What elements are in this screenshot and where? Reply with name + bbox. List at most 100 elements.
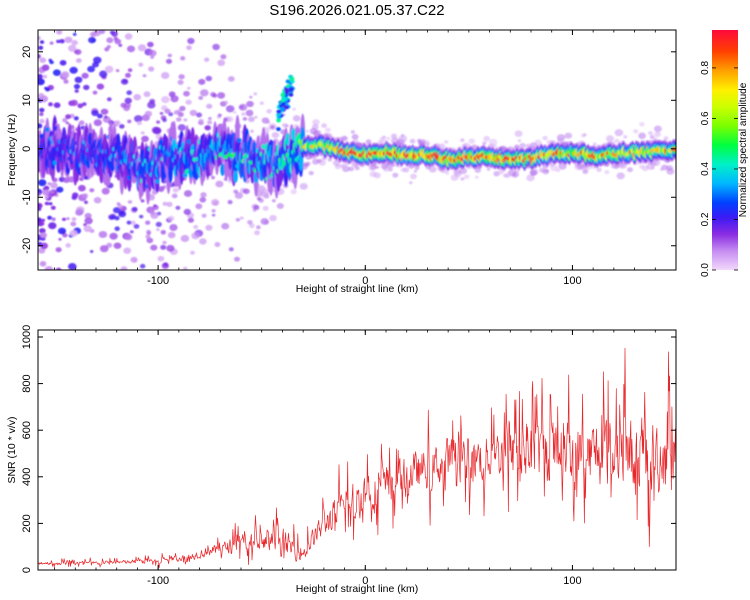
spectrogram-noise-blob (168, 91, 176, 98)
spectrogram-noise-blob (126, 90, 132, 95)
spectrogram-noise-blob (106, 37, 114, 44)
spectrogram-noise-blob (639, 164, 645, 170)
spectrogram-noise-blob (157, 186, 165, 193)
spectrogram-noise-blob (98, 231, 108, 238)
spectrogram-noise-blob (648, 131, 653, 136)
spectrogram-noise-blob (48, 102, 53, 107)
spectrogram-noise-blob (254, 115, 258, 119)
spectrogram-noise-blob (129, 230, 134, 234)
spectrogram-noise-blob (228, 247, 234, 252)
spectrogram-noise-blob (166, 201, 173, 207)
spectrogram-noise-blob (246, 100, 254, 108)
spectrogram-noise-blob (101, 187, 110, 195)
spectrogram-noise-blob (120, 102, 127, 108)
spectrogram-noise-blob (65, 121, 70, 125)
spectrogram-noise-blob (366, 139, 372, 144)
spectrogram-noise-blob (113, 242, 122, 249)
spectrogram-noise-blob (614, 129, 624, 137)
spectrogram-noise-blob (38, 45, 44, 50)
spectrogram-noise-blob (57, 227, 67, 235)
spectrogram-ridge-cell (237, 137, 242, 143)
spectrogram-noise-blob (145, 234, 151, 239)
spectrogram-noise-blob (133, 94, 141, 101)
spectrogram-noise-blob (319, 153, 323, 157)
spectrogram-noise-blob (124, 33, 133, 40)
spectrogram-noise-blob (616, 172, 625, 180)
spectrogram-noise-blob (514, 130, 523, 137)
spectrogram-noise-blob (260, 218, 269, 225)
spectrogram-noise-blob (526, 174, 535, 182)
spectrogram-noise-blob (175, 205, 181, 210)
spectrogram-noise-blob (413, 169, 418, 173)
spectrogram-noise-blob (38, 73, 43, 80)
spectrogram-ridge-cell (291, 128, 296, 141)
spectrogram-noise-blob (198, 118, 204, 124)
spectrogram-noise-blob (120, 266, 128, 270)
spectrogram-noise-blob (256, 225, 261, 230)
spectrogram-noise-blob (50, 205, 56, 210)
spectrogram-noise-blob (143, 91, 151, 98)
spectrogram-noise-blob (183, 190, 193, 197)
spectrogram-y-tick-label: 0 (21, 146, 33, 152)
spectrogram-noise-blob (137, 44, 147, 52)
spectrogram-arc-cell (284, 87, 289, 92)
spectrogram-noise-blob (78, 184, 86, 192)
spectrogram-noise-blob (162, 240, 167, 245)
spectrogram-y-tick-label: 20 (21, 46, 33, 58)
spectrogram-noise-blob (167, 215, 175, 222)
spectrogram-noise-blob (133, 224, 140, 229)
spectrogram-noise-blob (131, 206, 138, 212)
spectrogram-noise-blob (173, 110, 179, 115)
spectrogram-noise-blob (564, 132, 573, 139)
spectrogram-noise-blob (140, 131, 145, 135)
spectrogram-noise-blob (217, 113, 222, 118)
spectrogram-noise-blob (312, 119, 320, 126)
spectrogram-noise-blob (353, 163, 359, 168)
spectrogram-ridge-cell (52, 160, 58, 166)
spectrogram-noise-blob (666, 165, 673, 171)
spectrogram-noise-blob (115, 69, 120, 73)
spectrogram-noise-blob (380, 163, 388, 169)
spectrogram-noise-blob (104, 65, 114, 73)
spectrogram-noise-blob (252, 208, 257, 212)
spectrogram-noise-blob (149, 210, 155, 215)
spectrogram-noise-blob (350, 130, 355, 134)
snr-frame (37, 329, 677, 571)
spectrogram-noise-blob (160, 244, 167, 250)
spectrogram-arc-cell (288, 87, 294, 92)
snr-x-tick-label: -100 (147, 575, 169, 587)
spectrogram-ridge-cell (220, 163, 225, 176)
spectrogram-noise-blob (149, 98, 156, 104)
spectrogram-noise-blob (474, 175, 479, 179)
spectrogram-noise-blob (519, 142, 526, 149)
spectrogram-noise-blob (253, 92, 258, 96)
spectrogram-noise-blob (504, 172, 511, 179)
spectrogram-noise-blob (265, 120, 271, 124)
spectrogram-noise-blob (97, 113, 103, 119)
spectrogram-noise-blob (187, 37, 195, 45)
spectrogram-noise-blob (199, 197, 207, 203)
spectrogram-noise-blob (653, 137, 658, 141)
spectrogram-noise-blob (125, 72, 131, 78)
spectrogram-y-tick-label: -10 (21, 189, 33, 205)
spectrogram-noise-blob (459, 167, 468, 175)
spectrogram-noise-blob (64, 36, 73, 43)
spectrogram-noise-blob (160, 230, 166, 235)
spectrogram-noise-blob (348, 166, 354, 172)
spectrogram-noise-blob (529, 168, 539, 176)
spectrogram-noise-blob (75, 209, 83, 216)
spectrogram-noise-blob (120, 78, 129, 85)
spectrogram-noise-blob (224, 100, 229, 105)
spectrogram-noise-blob (156, 120, 161, 124)
spectrogram-noise-blob (59, 60, 67, 66)
spectrogram-noise-blob (369, 171, 377, 178)
spectrogram-noise-blob (127, 200, 133, 204)
spectrogram-noise-blob (69, 66, 78, 74)
spectrogram-noise-blob (386, 136, 391, 141)
spectrogram-noise-blob (199, 238, 207, 245)
spectrogram-noise-blob (159, 111, 164, 115)
colorbar-label: Normalized spectral amplitude (738, 82, 749, 217)
spectrogram-noise-blob (180, 56, 186, 61)
